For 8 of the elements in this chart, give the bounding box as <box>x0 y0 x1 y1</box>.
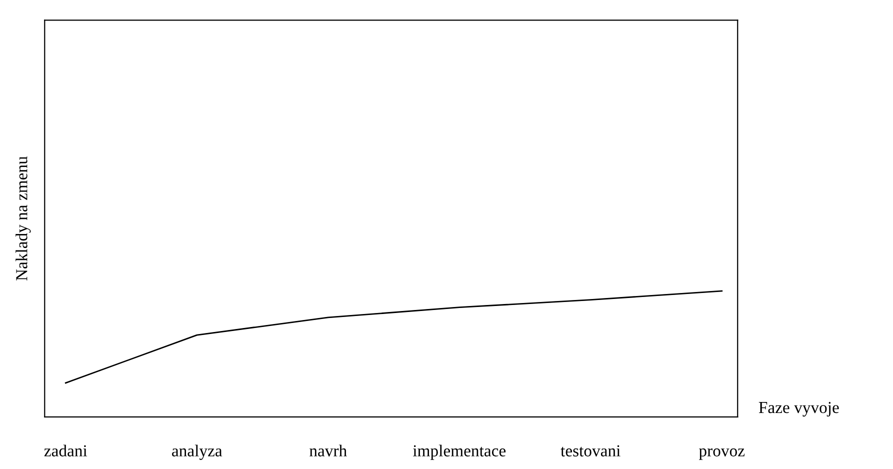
x-tick-label: navrh <box>310 444 347 456</box>
x-axis-title: Faze vyvoje <box>758 402 839 417</box>
x-tick-label: implementace <box>412 444 506 460</box>
x-tick-label: analyza <box>172 444 222 460</box>
x-tick-label: provoz <box>698 448 745 460</box>
x-tick-label: zadani <box>44 444 88 456</box>
x-tick-label: testovani <box>560 445 620 456</box>
y-axis-title: Naklady na zmenu <box>16 156 31 281</box>
